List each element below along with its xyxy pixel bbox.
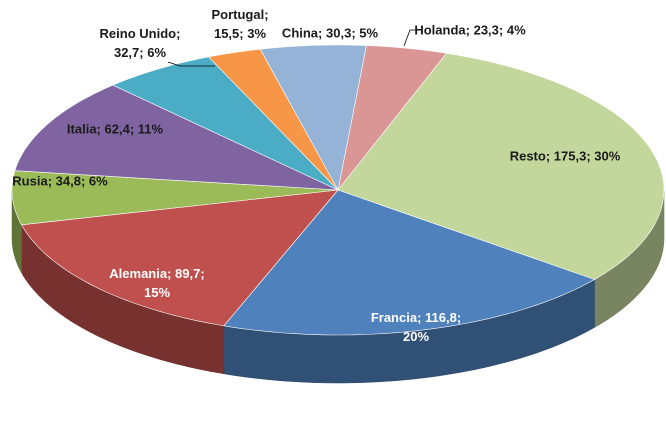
data-label: Holanda; 23,3; 4% (414, 22, 526, 38)
label-part: Italia (66, 121, 97, 137)
slice (337, 52, 665, 280)
label-part: 116,8 (425, 310, 457, 325)
label-part: 30% (594, 148, 621, 164)
label-part: China (281, 25, 319, 41)
slice (11, 170, 339, 226)
data-label: Rusia; 34,8; 6% (12, 173, 108, 189)
label-part: 20% (402, 329, 430, 344)
label-part: 15% (143, 285, 171, 300)
label-part: 34,8 (55, 173, 81, 189)
label-part: 89,7 (175, 266, 201, 281)
label-part: 23,3 (473, 22, 499, 38)
label-part: 30,3 (326, 25, 352, 41)
label-part: 4% (506, 22, 526, 38)
slice (14, 84, 339, 191)
label-part: 32,7 (113, 45, 140, 60)
data-label: Resto; 175,3; 30% (509, 148, 621, 164)
label-part: Resto (509, 148, 546, 164)
label-part: Rusia (12, 173, 48, 189)
label-part: Holanda (414, 22, 466, 38)
data-label: Portugal; 15,5; 3% (211, 7, 269, 41)
label-part: Francia (370, 310, 418, 325)
label-part: Alemania (109, 266, 168, 281)
slice (223, 189, 596, 336)
data-label: China; 30,3; 5% (281, 25, 379, 41)
leader-line (403, 29, 418, 47)
label-part: 5% (359, 25, 379, 41)
leader-line (167, 61, 215, 67)
label-part: 11% (137, 121, 164, 137)
label-part: 3% (247, 26, 267, 41)
label-part: 15,5 (213, 26, 240, 41)
slice (259, 44, 367, 191)
label-part: 62,4 (104, 121, 130, 137)
slice (112, 56, 339, 191)
label-part: Portugal (211, 7, 265, 22)
data-label: Reino Unido; 32,7; 6% (99, 26, 181, 60)
slice (207, 48, 339, 191)
label-part: 175,3 (553, 148, 587, 164)
data-label: Francia; 116,8; 20% (370, 310, 462, 344)
slice (21, 189, 339, 327)
label-part: 6% (88, 173, 108, 189)
data-label: Italia; 62,4; 11% (66, 121, 164, 137)
label-part: 6% (147, 45, 167, 60)
data-label: Alemania; 89,7; 15% (109, 266, 205, 300)
label-part: Reino Unido (99, 26, 177, 41)
slice (337, 45, 448, 191)
